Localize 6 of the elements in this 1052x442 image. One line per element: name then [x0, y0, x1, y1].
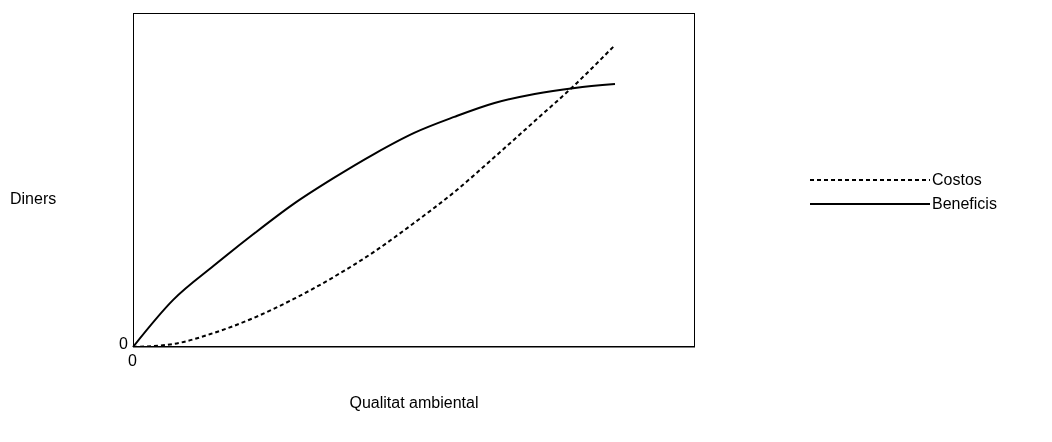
text: Costos [932, 171, 982, 189]
y-axis-title: Diners [10, 190, 57, 208]
text: 0 [128, 352, 137, 370]
annotation: 0 [119, 335, 128, 353]
text: Beneficis [932, 195, 997, 213]
x-axis-title: Qualitat ambiental [348, 394, 480, 412]
